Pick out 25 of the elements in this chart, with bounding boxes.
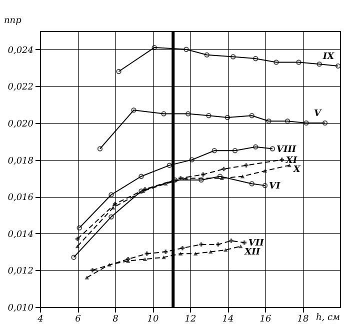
x-tick-label: 14 — [222, 314, 234, 324]
x-tick-label: 16 — [260, 314, 272, 324]
y-tick-label: 0,024 — [8, 46, 34, 56]
y-tick-label: 0,020 — [8, 120, 34, 130]
x-tick-label: 8 — [112, 314, 119, 324]
series-label: V — [314, 109, 322, 119]
x-tick-label: 18 — [297, 314, 309, 324]
series-label: XII — [244, 248, 261, 258]
x-tick-label: 10 — [147, 314, 159, 324]
x-axis-title: h, см — [316, 313, 340, 323]
series-label: VI — [269, 182, 281, 192]
y-tick-label: 0,016 — [8, 193, 34, 204]
series-label: VIII — [276, 144, 297, 155]
series-label: X — [292, 164, 302, 175]
series-label: VII — [248, 238, 265, 249]
y-tick-label: 0,018 — [8, 156, 34, 166]
x-tick-label: 6 — [75, 314, 82, 324]
y-tick-label: 0,012 — [8, 266, 34, 277]
y-axis-title: nпр — [4, 16, 22, 26]
series-label: IX — [322, 52, 336, 62]
y-tick-label: 0,014 — [8, 230, 34, 240]
y-tick-label: 0,022 — [8, 82, 34, 93]
x-tick-label: 12 — [184, 314, 196, 324]
x-tick-label: 4 — [36, 314, 44, 324]
y-tick-label: 0,010 — [8, 304, 34, 314]
